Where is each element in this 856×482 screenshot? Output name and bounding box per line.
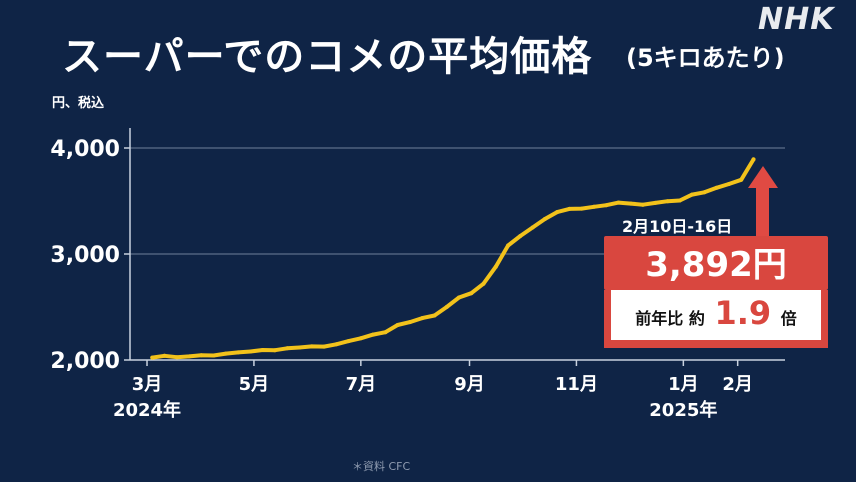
y-tick-label: 2,000 [50, 349, 120, 374]
data-point [739, 177, 744, 182]
highlight-arrow [748, 166, 778, 246]
x-tick-label: 2月 [722, 374, 753, 395]
data-point [567, 206, 572, 211]
data-point [309, 344, 314, 349]
y-tick-label: 3,000 [50, 243, 120, 268]
data-point [322, 344, 326, 349]
ratio-prefix: 前年比 約 [635, 309, 705, 328]
y-tick-label: 4,000 [50, 137, 120, 162]
data-point [383, 330, 388, 335]
data-point [223, 351, 228, 356]
callout-ratio-text: 前年比 約 1.9 倍 [635, 294, 796, 332]
data-point [616, 200, 621, 205]
data-points [150, 157, 756, 360]
data-point [714, 185, 719, 190]
data-point [555, 210, 560, 215]
data-point [162, 353, 167, 358]
data-point [641, 202, 645, 207]
data-point [358, 336, 363, 341]
x-tick-label: 11月 [555, 374, 598, 395]
data-point [248, 349, 253, 354]
data-point [297, 345, 302, 350]
data-point [726, 182, 731, 186]
data-point [334, 342, 339, 347]
data-point [420, 316, 425, 321]
data-point [628, 201, 633, 206]
year-label: 2025年 [649, 399, 717, 421]
x-tick-label: 3月 [132, 374, 163, 395]
data-point [493, 264, 498, 269]
data-point [604, 203, 609, 208]
data-point [407, 320, 412, 325]
arrow-shaft [756, 186, 769, 246]
data-point [187, 354, 192, 359]
data-point [653, 200, 658, 205]
chart-title: スーパーでのコメの平均価格 [62, 34, 593, 80]
data-point [592, 204, 596, 209]
data-point [690, 192, 695, 197]
data-point [236, 350, 241, 355]
data-point [395, 323, 400, 327]
data-point [506, 243, 511, 248]
callout-period-label: 2月10日-16日 [622, 217, 732, 236]
data-point [665, 199, 670, 204]
data-point [542, 217, 547, 221]
data-point [199, 353, 204, 358]
callout-ratio-box [611, 290, 821, 340]
chart-subtitle: (5キロあたり) [626, 44, 785, 72]
data-point [469, 291, 474, 296]
data-point [285, 346, 290, 351]
data-point [518, 234, 523, 238]
data-point [174, 355, 179, 360]
x-tick-label: 9月 [454, 374, 485, 395]
data-point [444, 305, 449, 309]
ratio-suffix: 倍 [781, 309, 797, 328]
callout-price-box [604, 236, 828, 290]
data-point [702, 190, 707, 195]
data-point [579, 206, 584, 211]
ratio-value: 1.9 [714, 294, 771, 332]
data-point [273, 348, 277, 353]
year-label: 2024年 [113, 399, 181, 421]
x-tick-label: 7月 [346, 374, 377, 395]
data-point [751, 157, 756, 162]
x-axis: 3月 5月 7月 9月 11月 1月 2月 2024年 2025年 [113, 359, 785, 421]
source-note: ＊資料 CFC [352, 460, 411, 473]
data-point [150, 355, 155, 360]
broadcaster-logo: NHK [758, 2, 835, 37]
data-point [530, 225, 535, 230]
data-point [371, 332, 376, 337]
data-point [260, 348, 265, 352]
callout-price: 3,892円 [645, 245, 787, 285]
x-tick-label: 1月 [668, 374, 699, 395]
data-point [432, 313, 437, 318]
data-point [211, 353, 216, 358]
data-point [346, 339, 351, 344]
price-series-line [150, 157, 756, 360]
arrow-head [748, 166, 778, 188]
data-point [457, 295, 461, 300]
y-axis: 2,000 3,000 4,000 [50, 128, 131, 374]
data-point [481, 281, 486, 286]
x-tick-label: 5月 [239, 374, 270, 395]
data-point [677, 198, 682, 203]
y-axis-unit-label: 円、税込 [52, 96, 105, 111]
